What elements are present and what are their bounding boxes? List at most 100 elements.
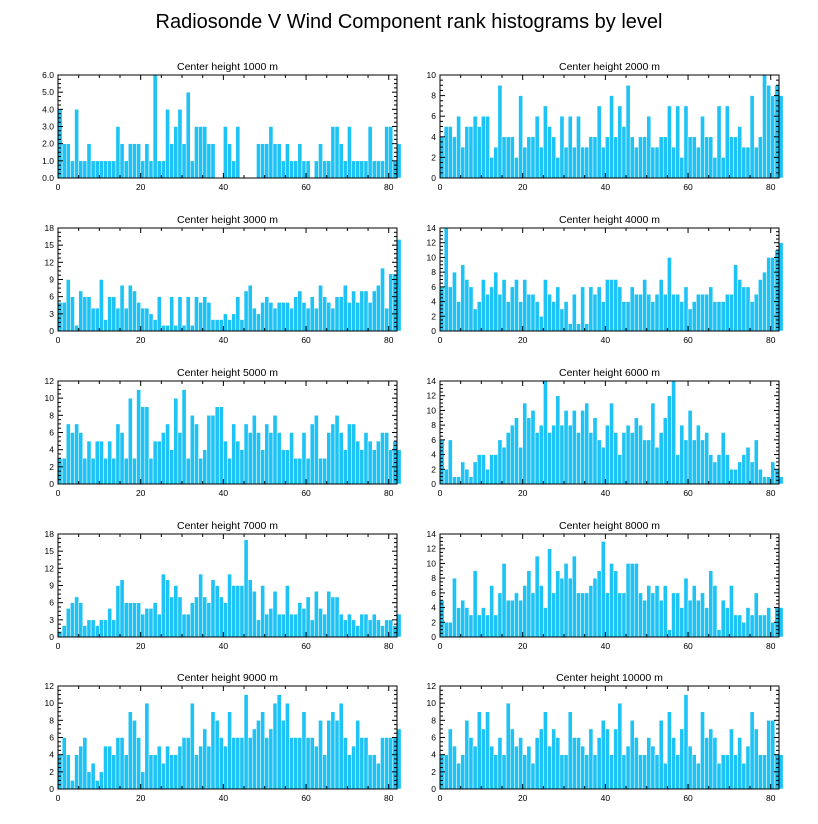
bar [384,737,389,790]
bar [119,143,125,179]
bar [264,143,270,179]
bar [679,157,685,179]
bar [359,290,365,332]
bar [94,160,100,179]
bar [522,402,528,485]
bar [605,728,610,790]
bar [658,720,664,790]
bar [687,599,693,638]
bar [301,302,307,332]
bar [613,570,619,638]
bar [505,301,511,332]
bar [66,279,71,332]
bar [472,308,478,332]
bar [334,720,340,790]
y-tick-label: 18 [45,223,55,233]
bar [355,440,361,485]
bar [770,461,776,485]
x-tick-label: 80 [384,488,394,498]
bar [605,424,610,485]
y-tick-label: 0 [431,479,436,489]
bar [194,754,199,790]
bar [123,458,129,485]
bar [367,440,373,485]
bar [534,555,540,638]
bar [642,439,647,485]
bar [239,319,245,332]
bar [700,115,705,179]
y-tick-label: 2 [49,767,54,777]
bar [737,279,743,332]
bar [460,599,466,638]
bar [128,397,133,485]
bar [103,619,108,638]
y-tick-label: 12 [45,563,55,573]
bar [285,449,290,485]
bar [334,596,340,638]
bar [704,136,709,179]
bar [371,754,377,790]
bar [518,301,523,332]
bar [140,406,146,485]
bar [218,406,224,485]
bar [376,763,381,790]
bar [161,325,166,332]
bar [276,302,282,332]
bar [634,737,639,790]
bar [675,454,681,485]
bar [144,307,150,332]
bar [609,754,614,790]
bar [518,737,523,790]
bar [489,454,494,485]
bar [749,301,755,332]
bar [351,160,356,179]
bar [572,146,577,179]
bar [522,585,528,638]
bar [111,458,117,485]
bar [696,424,701,485]
bar [476,711,482,790]
x-tick-label: 40 [601,488,611,498]
chart-panel-7: Center height 7000 m 0 20 40 60 80 0 3 6 9 12 15 18 [45,520,402,651]
bar [90,619,96,638]
bar [82,296,88,332]
bar [384,432,389,485]
x-tick-label: 80 [766,641,776,651]
x-tick-label: 40 [219,488,229,498]
bar [305,458,311,485]
bar [173,585,179,638]
x-tick-label: 60 [301,335,311,345]
bar [156,440,162,485]
bar [448,728,453,790]
bar [169,449,174,485]
bar [749,614,755,638]
bar [766,476,771,485]
bar [472,570,478,638]
bar [683,694,689,790]
bar [464,607,470,638]
bar [538,146,544,179]
bar [293,160,299,179]
bar [70,780,75,790]
bar [227,319,232,332]
bar [285,302,290,332]
bar [388,737,394,790]
bar [338,613,344,638]
bar [510,599,515,638]
bar [646,293,652,332]
bar [749,461,755,485]
bar [371,613,377,638]
bar [625,563,631,638]
bar [256,313,261,332]
bar [753,728,759,790]
bars [57,389,402,485]
bar [148,160,154,179]
bar [745,146,751,179]
bar [741,763,747,790]
y-tick-label: 4 [49,445,54,455]
bar [526,136,532,179]
bar [514,279,519,332]
x-tick-label: 60 [301,182,311,192]
x-tick-label: 0 [56,641,61,651]
bar [132,143,137,179]
